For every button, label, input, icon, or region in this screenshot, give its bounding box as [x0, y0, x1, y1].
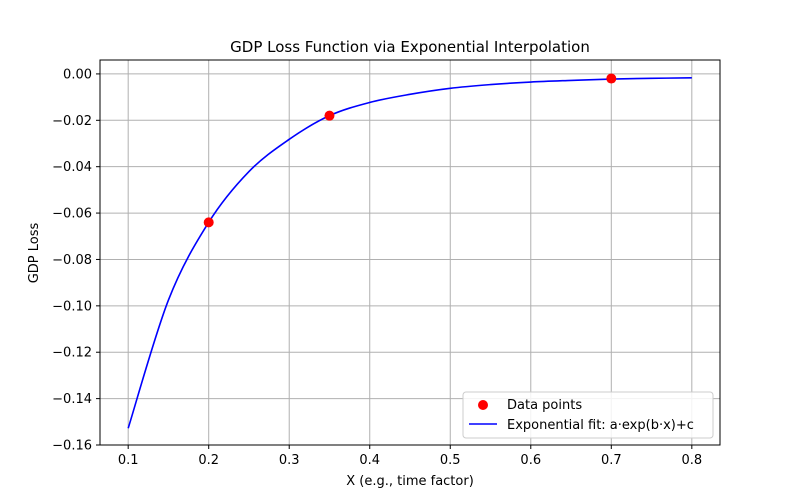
- legend-marker-data-points: [478, 400, 488, 410]
- y-tick-label: −0.02: [52, 114, 92, 129]
- x-tick-label: 0.7: [601, 453, 622, 468]
- axis-ticks: 0.1 0.2 0.3 0.4 0.5 0.6 0.7 0.8 0.00 −0.02 −0.04 −0…: [52, 67, 702, 468]
- y-tick-label: 0.00: [63, 67, 92, 82]
- legend-box: [462, 391, 714, 439]
- y-tick-label: −0.12: [52, 346, 92, 361]
- legend-label-exponential-fit: Exponential fit: a·exp(b·x)+c: [507, 418, 694, 433]
- chart-title: GDP Loss Function via Exponential Interp…: [230, 38, 590, 56]
- x-tick-label: 0.5: [440, 453, 461, 468]
- y-tick-label: −0.04: [52, 160, 92, 175]
- x-tick-label: 0.6: [520, 453, 541, 468]
- x-axis-title: X (e.g., time factor): [346, 474, 474, 489]
- y-axis-title: GDP Loss: [27, 222, 42, 283]
- x-tick-label: 0.2: [198, 453, 219, 468]
- x-tick-label: 0.4: [359, 453, 380, 468]
- plot-series: [127, 73, 692, 429]
- x-tick-label: 0.1: [118, 453, 139, 468]
- data-point: [606, 73, 617, 84]
- legend: Data points Exponential fit: a·exp(b·x)+…: [462, 391, 714, 439]
- y-tick-label: −0.14: [52, 392, 92, 407]
- grid-lines: [100, 60, 720, 446]
- y-tick-label: −0.06: [52, 207, 92, 222]
- legend-label-data-points: Data points: [507, 398, 582, 413]
- y-tick-label: −0.16: [52, 439, 92, 454]
- data-point: [203, 217, 214, 228]
- y-tick-label: −0.10: [52, 299, 92, 314]
- x-tick-label: 0.8: [681, 453, 702, 468]
- x-tick-label: 0.3: [279, 453, 300, 468]
- data-point: [324, 110, 335, 121]
- y-tick-label: −0.08: [52, 253, 92, 268]
- plot-frame: [99, 59, 721, 446]
